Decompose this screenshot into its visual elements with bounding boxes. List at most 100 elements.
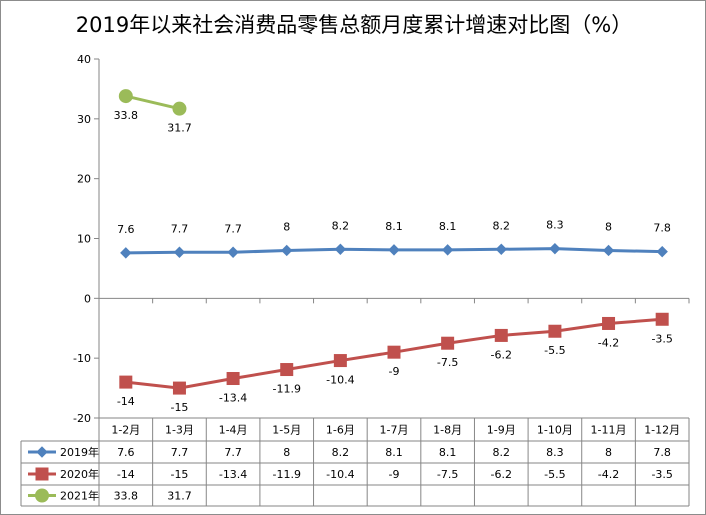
series-2020-point xyxy=(387,345,401,359)
x-axis-category-label: 1-2月 xyxy=(111,424,140,437)
series-2020-data-label: -13.4 xyxy=(219,392,247,405)
series-2019-point xyxy=(549,242,561,255)
data-table-cell-2019: 8.1 xyxy=(385,446,403,459)
data-table-cell-2019: 7.7 xyxy=(224,446,242,459)
x-axis-category-label: 1-12月 xyxy=(644,424,680,437)
series-2019-point xyxy=(656,245,668,258)
data-table-cell-2020: -14 xyxy=(117,468,135,481)
data-table-cell-2020: -6.2 xyxy=(491,468,512,481)
series-2020-point xyxy=(280,363,294,377)
series-2019-point xyxy=(334,243,347,255)
y-axis-tick-label: 10 xyxy=(77,233,91,246)
data-table-cell-2021: 33.8 xyxy=(114,490,139,503)
series-2020-point xyxy=(548,324,562,338)
series-2019-data-label: 8.3 xyxy=(546,219,564,232)
series-2020-point xyxy=(172,381,186,395)
x-axis-category-label: 1-3月 xyxy=(165,424,194,437)
series-2019-data-label: 8.1 xyxy=(385,220,403,233)
chart-title: 2019年以来社会消费品零售总额月度累计增速对比图（%） xyxy=(75,13,633,37)
series-2019-data-label: 8.2 xyxy=(332,219,350,232)
series-2019-point xyxy=(495,243,507,255)
data-table-cell-2020: -9 xyxy=(389,468,400,481)
data-table-cell-2020: -13.4 xyxy=(219,468,247,481)
y-axis-tick-label: -20 xyxy=(73,412,91,425)
series-2019-point xyxy=(120,247,132,259)
y-axis-tick-label: 0 xyxy=(84,292,91,305)
series-2019-point xyxy=(281,244,293,257)
series-2020-data-label: -11.9 xyxy=(272,383,300,396)
series-2021-line xyxy=(125,94,180,111)
data-table-cell-2019: 7.7 xyxy=(171,446,189,459)
series-2020-point xyxy=(602,316,616,330)
series-2020-data-label: -9 xyxy=(389,365,400,378)
data-table-cell-2019: 7.8 xyxy=(653,446,671,459)
series-2020-data-label: -14 xyxy=(117,395,135,408)
series-2020-data-label: -6.2 xyxy=(491,348,512,361)
y-axis-tick-label: 40 xyxy=(77,53,91,66)
legend-2020-label: 2020年 xyxy=(60,467,99,481)
series-2020-point xyxy=(441,336,455,350)
data-table-cell-2020: -3.5 xyxy=(651,468,672,481)
x-axis-category-label: 1-10月 xyxy=(537,424,573,437)
series-2019-data-label: 7.7 xyxy=(224,222,242,235)
series-2019-data-label: 8 xyxy=(605,220,612,233)
data-table-cell-2021: 31.7 xyxy=(167,490,192,503)
series-2020-point xyxy=(333,354,347,368)
series-2019-point xyxy=(227,246,239,258)
legend-2021-label: 2021年 xyxy=(60,489,99,503)
data-table-cell-2020: -7.5 xyxy=(437,468,458,481)
series-2019-data-label: 8 xyxy=(283,220,290,233)
series-2020-point xyxy=(655,312,669,326)
legend-2019-label: 2019年 xyxy=(60,445,99,459)
series-2021-data-label: 31.7 xyxy=(167,122,192,135)
series-2020-data-label: -5.5 xyxy=(544,344,565,357)
series-2020-data-label: -7.5 xyxy=(437,356,458,369)
data-table-cell-2019: 8.2 xyxy=(332,446,350,459)
series-2019-data-label: 7.6 xyxy=(117,223,135,236)
data-table-cell-2020: -10.4 xyxy=(326,468,354,481)
series-2019-point xyxy=(602,244,615,257)
x-axis-category-label: 1-5月 xyxy=(272,424,301,437)
data-table-cell-2020: -15 xyxy=(170,468,188,481)
series-2020-point xyxy=(119,375,133,389)
series-2019-data-label: 7.8 xyxy=(653,222,671,235)
x-axis-category-label: 1-4月 xyxy=(219,424,248,437)
series-2019-point xyxy=(173,246,186,258)
data-table-cell-2020: -11.9 xyxy=(272,468,300,481)
y-axis-tick-label: 20 xyxy=(77,173,91,186)
series-2021-point xyxy=(172,101,187,116)
legend-2021-swatch-marker xyxy=(35,488,49,503)
series-2021-point xyxy=(118,89,133,104)
x-axis-category-label: 1-9月 xyxy=(487,424,516,437)
series-2020-data-label: -4.2 xyxy=(598,336,619,349)
data-table-cell-2019: 8.1 xyxy=(439,446,457,459)
data-table-cell-2019: 8.2 xyxy=(493,446,511,459)
series-2019-point xyxy=(441,244,454,256)
y-axis-tick-label: -10 xyxy=(73,352,91,365)
series-2020-point xyxy=(494,328,508,342)
series-2019-data-label: 7.7 xyxy=(171,222,189,235)
data-table-cell-2019: 8 xyxy=(605,446,612,459)
legend-2020-swatch-marker xyxy=(35,467,49,481)
series-2020-data-label: -10.4 xyxy=(326,374,354,387)
y-axis-tick-label: 30 xyxy=(77,113,91,126)
x-axis-category-label: 1-6月 xyxy=(326,424,355,437)
data-table-cell-2019: 7.6 xyxy=(117,446,135,459)
series-2020-point xyxy=(226,372,240,386)
x-axis-category-label: 1-7月 xyxy=(380,424,409,437)
x-axis-category-label: 1-8月 xyxy=(433,424,462,437)
series-2019-data-label: 8.1 xyxy=(439,220,457,233)
data-table-cell-2020: -5.5 xyxy=(544,468,565,481)
x-axis-category-label: 1-11月 xyxy=(591,424,627,437)
data-table-cell-2020: -4.2 xyxy=(598,468,619,481)
series-2021-data-label: 33.8 xyxy=(114,109,139,122)
data-table-cell-2019: 8.3 xyxy=(546,446,564,459)
series-2019-point xyxy=(388,244,400,256)
series-2020-data-label: -15 xyxy=(170,401,188,414)
series-2020-data-label: -3.5 xyxy=(651,332,672,345)
data-table-cell-2019: 8 xyxy=(283,446,290,459)
series-2019-data-label: 8.2 xyxy=(493,219,511,232)
legend-2019-swatch-marker xyxy=(36,446,48,458)
